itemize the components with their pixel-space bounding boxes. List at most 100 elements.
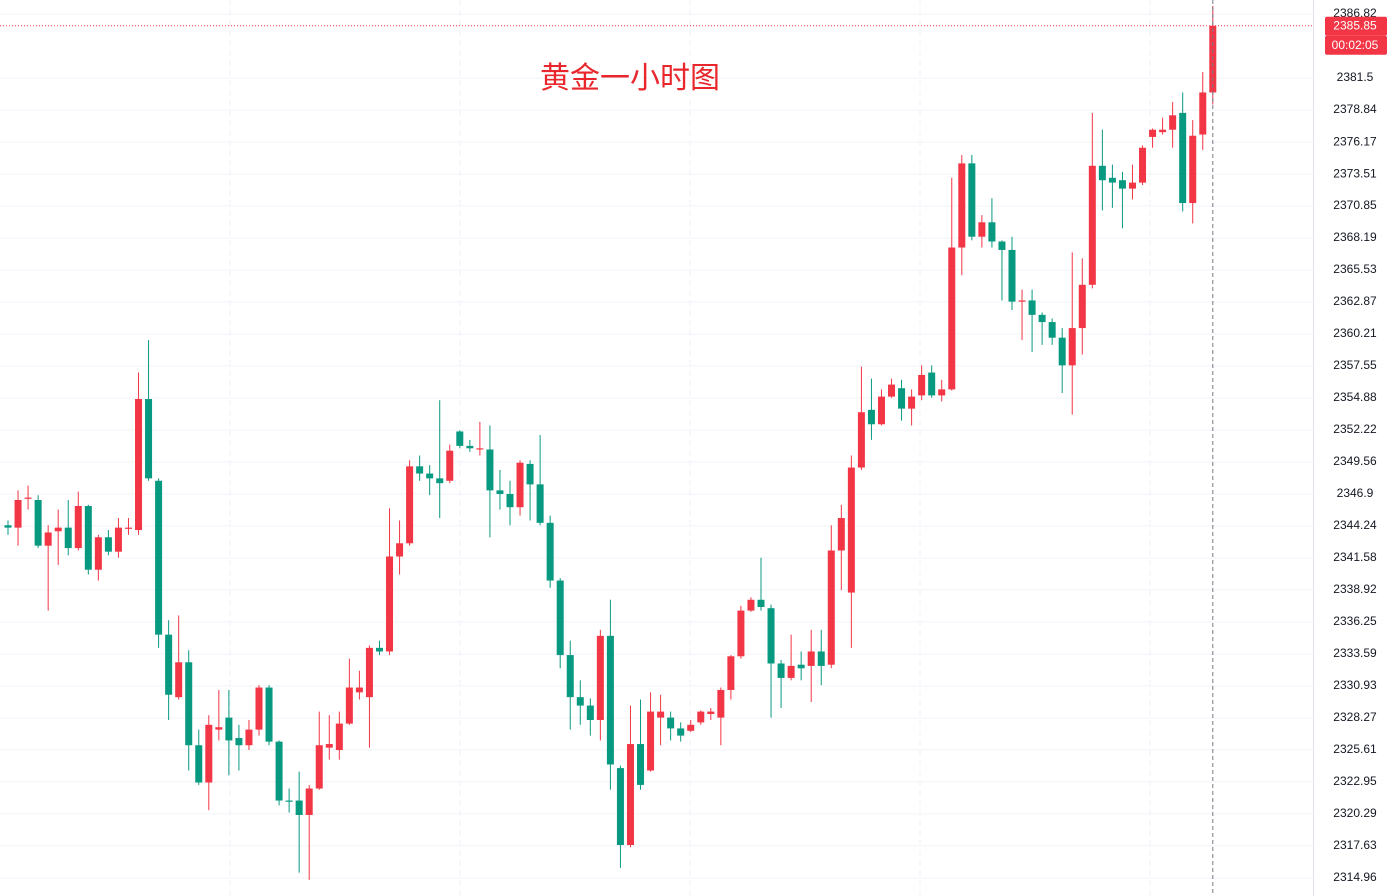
candle-body: [948, 247, 956, 390]
candle-body: [1018, 300, 1026, 302]
candle-body: [1108, 177, 1116, 183]
candle-body: [817, 651, 825, 666]
candle-body: [988, 222, 996, 242]
candle-body: [747, 599, 755, 611]
candle-body: [657, 711, 665, 718]
candle-body: [124, 527, 132, 529]
y-tick-label: 2322.95: [1333, 774, 1377, 788]
candle-body: [185, 662, 193, 746]
candle-body: [64, 527, 72, 549]
y-tick-label: 2338.92: [1333, 582, 1377, 596]
candle-body: [335, 723, 343, 751]
candle-body: [165, 634, 173, 695]
candle-body: [888, 384, 896, 397]
candle-body: [325, 744, 333, 748]
candle-body: [757, 599, 765, 607]
candle-body: [958, 163, 966, 248]
y-tick-label: 2317.63: [1333, 838, 1377, 852]
candle-body: [1149, 129, 1157, 137]
candle-body: [1008, 249, 1016, 302]
candle-body: [717, 689, 725, 718]
y-tick-label: 2346.9: [1337, 486, 1374, 500]
candle-body: [877, 396, 885, 425]
candle-body: [1068, 328, 1076, 366]
candles: [4, 5, 1217, 880]
candle-body: [215, 727, 223, 730]
candle-body: [616, 768, 624, 846]
candle-body: [898, 388, 906, 409]
candle-body: [14, 499, 22, 528]
y-tick-label: 2370.85: [1333, 198, 1377, 212]
y-tick-label: 2373.51: [1333, 166, 1377, 180]
candle-body: [365, 647, 373, 698]
y-tick-label: 2320.29: [1333, 806, 1377, 820]
y-tick-label: 2341.58: [1333, 550, 1377, 564]
candle-body: [114, 527, 122, 552]
candle-body: [807, 651, 815, 666]
candle-body: [827, 550, 835, 665]
candle-body: [345, 687, 353, 724]
candle-body: [797, 664, 805, 669]
candle-body: [637, 744, 645, 785]
candle-body: [135, 399, 143, 531]
candle-body: [737, 610, 745, 657]
y-tick-label: 2328.27: [1333, 710, 1377, 724]
candle-body: [556, 580, 564, 656]
candle-body: [928, 372, 936, 396]
y-tick-label: 2368.19: [1333, 230, 1377, 244]
candle-body: [225, 717, 233, 741]
countdown-box: [1325, 35, 1387, 55]
candle-body: [767, 608, 775, 664]
candle-body: [235, 738, 243, 746]
candle-body: [867, 409, 875, 425]
candle-body: [396, 543, 404, 557]
candle-body: [436, 478, 444, 484]
candle-body: [847, 467, 855, 593]
candle-body: [978, 222, 986, 237]
candle-body: [1199, 92, 1207, 135]
y-tick-label: 2314.96: [1333, 870, 1377, 884]
candle-body: [104, 537, 112, 552]
candle-body: [1048, 322, 1056, 338]
candle-body: [74, 506, 82, 549]
candle-body: [908, 396, 916, 409]
candle-body: [24, 497, 32, 499]
candle-body: [175, 662, 183, 698]
candle-body: [938, 389, 946, 396]
last-price-label: 2385.85: [1333, 18, 1377, 32]
y-tick-label: 2336.25: [1333, 614, 1377, 628]
candle-body: [918, 374, 926, 396]
candle-body: [285, 800, 293, 802]
y-tick-label: 2349.56: [1333, 454, 1377, 468]
candle-body: [1058, 337, 1066, 366]
candle-body: [546, 522, 554, 581]
chart-title: 黄金一小时图: [540, 62, 720, 95]
candle-body: [1038, 314, 1046, 323]
candle-body: [54, 527, 62, 532]
countdown-label: 00:02:05: [1332, 38, 1379, 52]
candle-body: [968, 163, 976, 237]
candle-body: [526, 463, 534, 485]
y-tick-label: 2352.22: [1333, 422, 1377, 436]
candle-body: [1128, 182, 1136, 189]
candle-body: [416, 466, 424, 474]
y-tick-label: 2378.84: [1333, 102, 1377, 116]
candle-body: [1139, 147, 1147, 183]
candle-body: [275, 741, 283, 801]
candle-body: [476, 448, 484, 450]
candle-body: [1189, 135, 1197, 204]
candle-body: [677, 728, 685, 736]
y-tick-label: 2381.5: [1337, 70, 1374, 84]
y-tick-label: 2354.88: [1333, 390, 1377, 404]
candle-body: [265, 687, 273, 742]
candle-body: [1088, 165, 1096, 285]
candle-body: [4, 525, 12, 528]
candle-body: [1098, 165, 1106, 181]
candle-body: [727, 656, 735, 690]
candle-body: [596, 635, 604, 720]
candle-body: [486, 449, 494, 491]
candle-body: [998, 241, 1006, 250]
candle-body: [496, 490, 504, 494]
candle-body: [145, 399, 153, 479]
